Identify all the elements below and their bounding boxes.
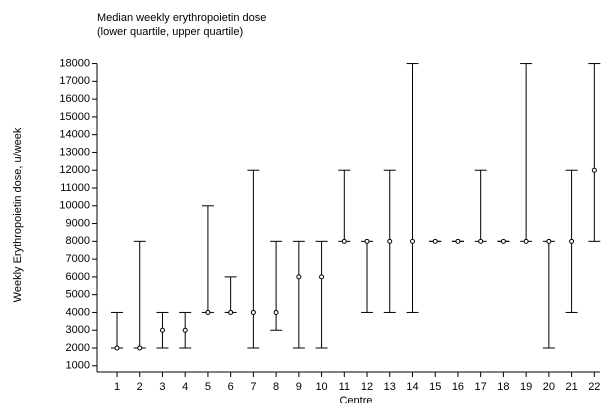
y-tick-label: 4000 xyxy=(66,306,90,318)
median-point xyxy=(455,238,461,244)
x-tick-label: 19 xyxy=(520,381,532,393)
x-tick-label: 1 xyxy=(114,381,120,393)
x-tick-label: 4 xyxy=(182,381,188,393)
y-tick-label: 16000 xyxy=(59,93,90,105)
x-tick-label: 9 xyxy=(296,381,302,393)
median-point xyxy=(341,238,347,244)
y-tick-label: 7000 xyxy=(66,253,90,265)
y-tick-label: 5000 xyxy=(66,289,90,301)
y-axis-label: Weekly Erythropoietin dose, u/week xyxy=(12,127,24,302)
median-point xyxy=(137,345,143,351)
y-tick-label: 1000 xyxy=(66,360,90,372)
y-tick-label: 14000 xyxy=(59,129,90,141)
median-point xyxy=(546,238,552,244)
median-point xyxy=(296,274,302,280)
y-tick-label: 12000 xyxy=(59,164,90,176)
median-point xyxy=(319,274,325,280)
x-tick-label: 16 xyxy=(452,381,464,393)
y-tick-label: 15000 xyxy=(59,111,90,123)
median-point xyxy=(250,309,256,315)
median-point xyxy=(432,238,438,244)
median-point xyxy=(387,238,393,244)
x-tick-label: 18 xyxy=(497,381,509,393)
median-point xyxy=(409,238,415,244)
y-tick-label: 13000 xyxy=(59,146,90,158)
y-tick-label: 8000 xyxy=(66,235,90,247)
median-point xyxy=(523,238,529,244)
median-point xyxy=(569,238,575,244)
y-tick-label: 2000 xyxy=(66,342,90,354)
median-point xyxy=(364,238,370,244)
x-tick-label: 21 xyxy=(565,381,577,393)
x-tick-label: 13 xyxy=(384,381,396,393)
median-point xyxy=(591,167,597,173)
x-tick-label: 3 xyxy=(159,381,165,393)
x-tick-label: 5 xyxy=(205,381,211,393)
x-tick-label: 22 xyxy=(588,381,600,393)
y-tick-label: 17000 xyxy=(59,75,90,87)
chart-subtitle: (lower quartile, upper quartile) xyxy=(97,26,243,38)
median-point xyxy=(228,309,234,315)
x-tick-label: 7 xyxy=(250,381,256,393)
chart-title: Median weekly erythropoietin dose xyxy=(97,12,266,24)
median-point xyxy=(159,327,165,333)
x-tick-label: 15 xyxy=(429,381,441,393)
y-tick-label: 9000 xyxy=(66,217,90,229)
median-point xyxy=(273,309,279,315)
x-tick-label: 14 xyxy=(406,381,418,393)
y-tick-label: 18000 xyxy=(59,57,90,69)
x-tick-label: 8 xyxy=(273,381,279,393)
median-point xyxy=(500,238,506,244)
y-tick-label: 11000 xyxy=(60,182,90,194)
x-tick-label: 11 xyxy=(339,381,350,393)
y-tick-label: 10000 xyxy=(59,200,90,212)
median-point xyxy=(182,327,188,333)
x-tick-label: 10 xyxy=(315,381,327,393)
x-tick-label: 17 xyxy=(475,381,487,393)
x-tick-label: 20 xyxy=(543,381,555,393)
median-point xyxy=(114,345,120,351)
x-axis-label: Centre xyxy=(339,395,372,403)
median-point xyxy=(205,309,211,315)
median-point xyxy=(478,238,484,244)
y-tick-label: 6000 xyxy=(66,271,90,283)
y-tick-label: 3000 xyxy=(66,324,90,336)
x-tick-label: 2 xyxy=(137,381,143,393)
x-tick-label: 6 xyxy=(228,381,234,393)
x-tick-label: 12 xyxy=(361,381,373,393)
